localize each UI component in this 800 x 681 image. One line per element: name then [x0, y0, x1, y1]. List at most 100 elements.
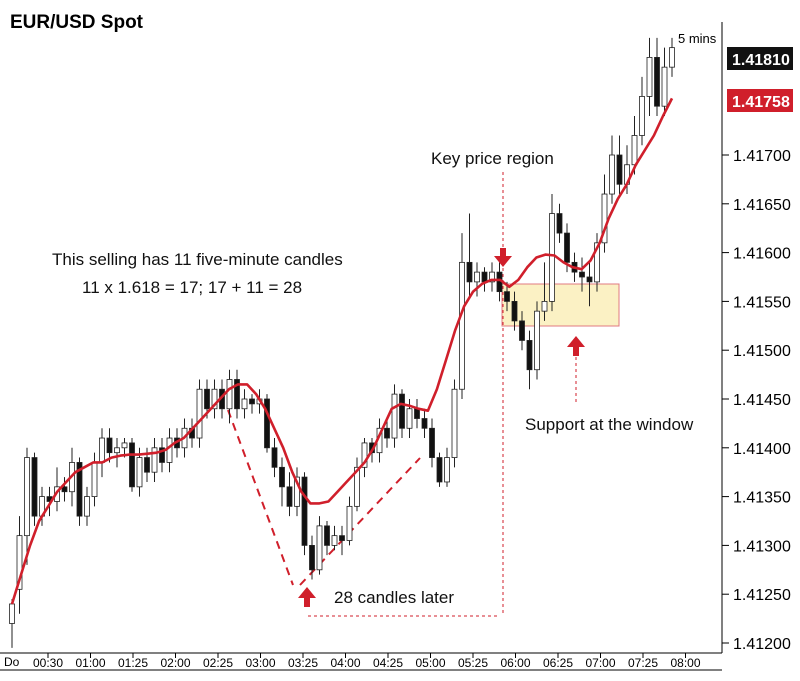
candle-body — [24, 457, 30, 537]
x-axis-prefix: Do — [4, 655, 20, 669]
candle-body — [129, 442, 135, 488]
candle-body — [286, 486, 293, 507]
ma-price-tag-bg — [727, 89, 793, 112]
candle-body — [669, 47, 675, 68]
candle-body — [114, 447, 120, 454]
x-tick-label: 06:00 — [500, 656, 530, 670]
moving-average-line — [10, 97, 674, 605]
candle-body — [16, 535, 23, 590]
selling-leg-line — [227, 409, 294, 586]
x-tick-label: 04:00 — [330, 656, 360, 670]
candle-body — [466, 261, 473, 283]
candle-body — [84, 496, 90, 517]
y-tick-label: 1.41650 — [733, 197, 791, 214]
candles-later-label: 28 candles later — [334, 588, 454, 607]
candle-body — [226, 379, 233, 410]
candle-body — [279, 466, 285, 488]
y-tick-label: 1.41450 — [733, 392, 791, 409]
ma-price-tag: 1.41758 — [732, 94, 790, 111]
candle-body — [309, 545, 315, 571]
support-label: Support at the window — [525, 415, 694, 434]
x-tick-label: 06:25 — [543, 656, 573, 670]
y-tick-label: 1.41500 — [733, 343, 791, 360]
candle-body — [406, 408, 413, 429]
y-tick-label: 1.41250 — [733, 587, 791, 604]
y-axis: 1.41200 1.41250 1.41300 1.41350 1.41400 1.414… — [722, 148, 791, 653]
candle-body — [316, 525, 323, 571]
candle-body — [159, 447, 165, 463]
selling-annotation-line1: This selling has 11 five-minute candles — [52, 250, 343, 269]
x-tick-label: 03:00 — [245, 656, 275, 670]
chart-title: EUR/USD Spot — [10, 12, 144, 33]
candle-body — [301, 476, 308, 546]
x-tick-label: 01:25 — [118, 656, 148, 670]
candle-body — [399, 393, 405, 429]
up-arrow-marker-support — [567, 336, 585, 356]
candle-body — [504, 291, 510, 302]
candle-body — [631, 135, 638, 166]
candle-body — [639, 96, 645, 136]
candle-body — [489, 271, 495, 283]
candle-body — [211, 388, 218, 410]
candle-body — [459, 261, 465, 390]
candle-body — [99, 437, 105, 463]
candle-body — [609, 154, 615, 195]
candle-body — [661, 66, 668, 107]
y-tick-label: 1.41300 — [733, 538, 791, 555]
candle-body — [354, 466, 360, 507]
candle-body — [414, 408, 420, 419]
x-tick-label: 01:00 — [75, 656, 105, 670]
x-tick-label: 08:00 — [670, 656, 700, 670]
candle-body — [9, 603, 15, 624]
candle-body — [391, 393, 398, 439]
candle-body — [601, 193, 608, 244]
candle-body — [241, 398, 248, 410]
candle-body — [474, 271, 480, 283]
y-tick-label: 1.41550 — [733, 294, 791, 311]
x-tick-label: 05:00 — [415, 656, 445, 670]
candle-body — [421, 418, 428, 429]
last-price-tag-bg — [727, 47, 793, 70]
candle-body — [151, 447, 158, 473]
candle-body — [579, 271, 585, 278]
key-price-region-label: Key price region — [431, 149, 554, 168]
candle-body — [136, 457, 143, 488]
candle-body — [106, 437, 113, 454]
x-tick-label: 04:25 — [373, 656, 403, 670]
candle-body — [511, 300, 518, 322]
last-price-tag: 1.41810 — [732, 52, 790, 69]
x-tick-label: 03:25 — [288, 656, 318, 670]
candle-body — [331, 535, 338, 546]
timeframe-label: 5 mins — [678, 31, 717, 46]
x-tick-label: 00:30 — [33, 656, 63, 670]
candle-body — [384, 427, 390, 439]
candle-body — [346, 505, 353, 541]
candle-body — [534, 310, 540, 371]
candle-body — [339, 535, 345, 541]
candle-body — [91, 462, 98, 498]
candle-body — [196, 388, 203, 439]
candle-body — [121, 442, 128, 449]
candle-body — [654, 57, 660, 107]
y-tick-label: 1.41200 — [733, 636, 791, 653]
candle-body — [61, 486, 68, 493]
candle-body — [616, 154, 623, 185]
x-tick-label: 02:00 — [160, 656, 190, 670]
candle-body — [324, 525, 330, 546]
candle-body — [444, 457, 450, 483]
candle-body — [204, 388, 210, 410]
candle-body — [519, 320, 525, 341]
candle-body — [429, 427, 435, 458]
y-tick-label: 1.41600 — [733, 246, 791, 263]
y-tick-label: 1.41400 — [733, 441, 791, 458]
candle-body — [234, 379, 240, 410]
x-tick-label: 02:25 — [203, 656, 233, 670]
candle-body — [541, 300, 548, 312]
candle-body — [586, 276, 593, 283]
candle-body — [594, 242, 600, 283]
candle-body — [549, 213, 555, 302]
y-tick-label: 1.41700 — [733, 148, 791, 165]
candle-body — [556, 213, 563, 234]
